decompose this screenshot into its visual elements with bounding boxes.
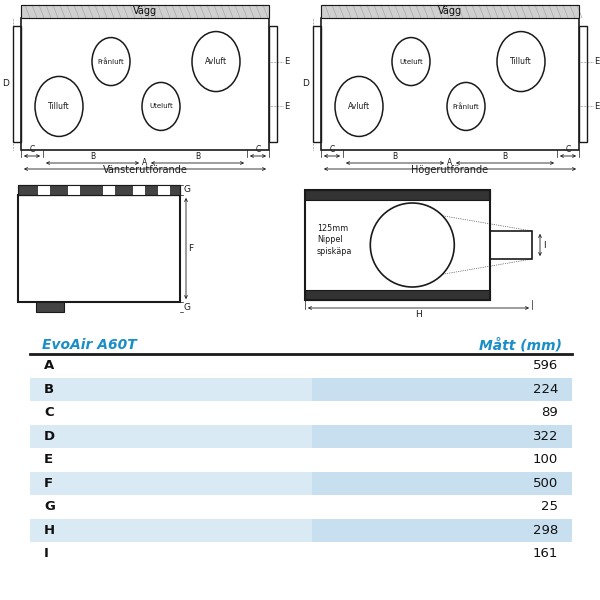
Text: Tilluft: Tilluft: [48, 102, 70, 111]
Bar: [30, 472, 572, 495]
Text: F: F: [44, 477, 53, 490]
Bar: [321, 5, 579, 18]
Bar: [21, 5, 269, 18]
Text: I: I: [44, 547, 49, 560]
Bar: [38, 185, 50, 195]
Bar: [305, 190, 490, 300]
Bar: [30, 377, 572, 401]
Text: D: D: [2, 79, 9, 88]
Text: Mått (mm): Mått (mm): [479, 338, 562, 352]
Bar: [312, 472, 572, 495]
Text: G: G: [44, 500, 55, 513]
Text: H: H: [44, 524, 55, 537]
Text: 100: 100: [533, 453, 558, 466]
Text: Vägg: Vägg: [133, 7, 157, 16]
Bar: [305, 190, 490, 200]
Text: C: C: [329, 145, 335, 154]
Text: C: C: [44, 406, 53, 419]
Text: Frånluft: Frånluft: [452, 103, 479, 110]
Bar: [13, 26, 21, 142]
Text: A: A: [44, 359, 54, 372]
Text: I: I: [543, 241, 545, 250]
Text: 125mm
Nippel
spiskäpa: 125mm Nippel spiskäpa: [317, 224, 352, 256]
Bar: [21, 18, 269, 150]
Bar: [321, 5, 579, 18]
Text: EvoAir A60T: EvoAir A60T: [42, 338, 137, 352]
Bar: [305, 290, 490, 300]
Text: E: E: [44, 453, 53, 466]
Text: D: D: [302, 79, 309, 88]
Bar: [321, 18, 579, 150]
Text: 89: 89: [541, 406, 558, 419]
Text: Uteluft: Uteluft: [399, 59, 423, 65]
Text: 25: 25: [541, 500, 558, 513]
Text: 224: 224: [533, 383, 558, 396]
Text: 322: 322: [533, 430, 558, 443]
Bar: [18, 185, 180, 195]
Text: H: H: [415, 310, 422, 319]
Text: C: C: [565, 145, 571, 154]
Text: Avluft: Avluft: [348, 102, 370, 111]
Text: G: G: [184, 302, 191, 311]
Text: Vänsterutförande: Vänsterutförande: [103, 165, 187, 175]
Text: G: G: [184, 185, 191, 194]
Bar: [18, 185, 180, 195]
Bar: [490, 231, 532, 259]
Text: 161: 161: [533, 547, 558, 560]
Text: B: B: [392, 152, 398, 161]
Bar: [312, 425, 572, 448]
Text: Tilluft: Tilluft: [510, 57, 532, 66]
Bar: [158, 185, 170, 195]
Text: A: A: [448, 158, 452, 167]
Text: 596: 596: [533, 359, 558, 372]
Text: B: B: [195, 152, 200, 161]
Text: 500: 500: [533, 477, 558, 490]
Text: Frånluft: Frånluft: [98, 58, 124, 65]
Text: Vägg: Vägg: [438, 7, 462, 16]
Text: E: E: [594, 57, 599, 66]
Text: B: B: [44, 383, 54, 396]
Bar: [312, 377, 572, 401]
Bar: [313, 26, 321, 142]
Text: F: F: [188, 244, 193, 253]
Bar: [21, 5, 269, 18]
Text: C: C: [256, 145, 260, 154]
Bar: [269, 26, 277, 142]
Bar: [103, 185, 115, 195]
Text: D: D: [44, 430, 55, 443]
Bar: [36, 302, 64, 312]
Text: B: B: [90, 152, 95, 161]
Bar: [133, 185, 145, 195]
Bar: [30, 425, 572, 448]
Text: Avluft: Avluft: [205, 57, 227, 66]
Text: A: A: [142, 158, 148, 167]
Bar: [312, 518, 572, 542]
Text: B: B: [502, 152, 508, 161]
Bar: [68, 185, 80, 195]
Text: Uteluft: Uteluft: [149, 103, 173, 109]
Bar: [18, 195, 180, 302]
Text: C: C: [29, 145, 35, 154]
Text: E: E: [594, 102, 599, 111]
Text: Högerutförande: Högerutförande: [412, 165, 488, 175]
Bar: [579, 26, 587, 142]
Text: 298: 298: [533, 524, 558, 537]
Text: E: E: [284, 57, 289, 66]
Bar: [30, 518, 572, 542]
Text: E: E: [284, 102, 289, 111]
